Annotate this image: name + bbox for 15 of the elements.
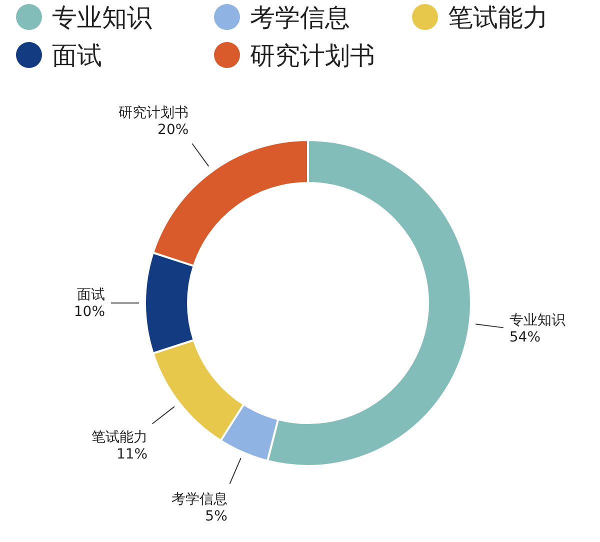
legend-label: 笔试能力 (448, 3, 548, 32)
slice-label: 笔试能力 (92, 429, 148, 446)
legend-label: 考学信息 (250, 3, 350, 32)
slice-label: 面试 (77, 287, 105, 303)
legend-label: 专业知识 (52, 3, 152, 32)
data-label: 54% (509, 329, 541, 346)
slice-label: 专业知识 (509, 312, 566, 328)
data-label: 11% (116, 446, 148, 462)
data-label: 5% (205, 508, 228, 524)
slice-label: 考学信息 (171, 491, 228, 508)
legend-label: 面试 (52, 41, 102, 70)
slice-label: 研究计划书 (118, 104, 189, 121)
data-label: 10% (74, 304, 105, 320)
legend-label: 研究计划书 (250, 41, 375, 70)
data-label: 20% (158, 122, 189, 138)
